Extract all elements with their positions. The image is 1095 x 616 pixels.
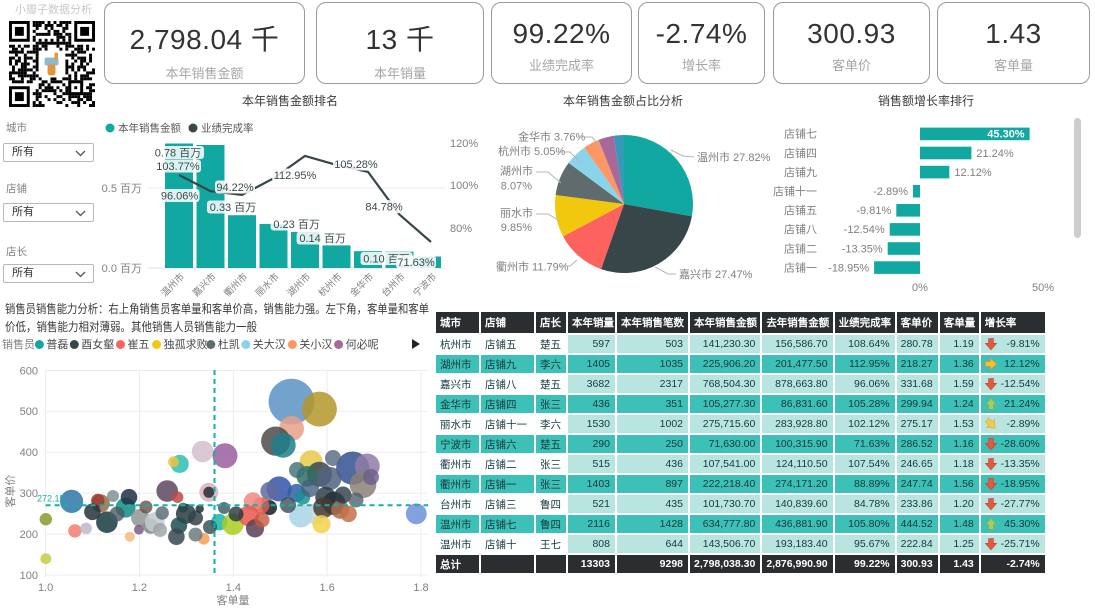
svg-text:300: 300 — [20, 488, 38, 500]
svg-text:105.28%: 105.28% — [334, 159, 378, 171]
svg-text:独孤求败: 独孤求败 — [164, 337, 208, 351]
svg-text:崔五: 崔五 — [128, 337, 150, 351]
svg-text:何必呢: 何必呢 — [346, 338, 379, 351]
svg-text:84.78%: 84.78% — [365, 201, 403, 213]
svg-text:-2.89%: -2.89% — [873, 186, 908, 198]
svg-text:1.0: 1.0 — [38, 582, 53, 594]
svg-text:店铺十一: 店铺十一 — [773, 184, 817, 198]
svg-text:96.06%: 96.06% — [161, 190, 199, 202]
svg-text:-12.54%: -12.54% — [844, 224, 885, 236]
svg-text:销售员: 销售员 — [2, 337, 35, 351]
svg-text:500: 500 — [20, 406, 38, 418]
svg-text:112.95%: 112.95% — [274, 170, 317, 182]
svg-text:店铺五: 店铺五 — [784, 203, 817, 217]
svg-text:店铺八: 店铺八 — [784, 222, 817, 236]
svg-text:103.77%: 103.77% — [156, 161, 200, 173]
svg-text:关小汉: 关小汉 — [299, 337, 332, 351]
svg-text:8.07%: 8.07% — [501, 181, 532, 193]
svg-text:0.78 百万: 0.78 百万 — [155, 147, 201, 159]
svg-text:12.12%: 12.12% — [954, 167, 992, 179]
svg-text:0.14 百万: 0.14 百万 — [299, 233, 345, 245]
svg-text:80%: 80% — [450, 223, 472, 235]
svg-text:0%: 0% — [912, 282, 928, 294]
svg-text:关大汉: 关大汉 — [253, 337, 286, 351]
svg-text:衢州市 11.79%: 衢州市 11.79% — [496, 260, 569, 274]
svg-text:-9.81%: -9.81% — [856, 205, 891, 217]
svg-text:嘉兴市 27.47%: 嘉兴市 27.47% — [679, 267, 753, 281]
svg-text:-13.35%: -13.35% — [842, 243, 883, 255]
svg-text:0.5 百万: 0.5 百万 — [102, 183, 142, 195]
svg-text:71.63%: 71.63% — [397, 257, 435, 269]
svg-text:本年销售金额: 本年销售金额 — [118, 122, 181, 135]
svg-text:0.33 百万: 0.33 百万 — [210, 202, 256, 214]
svg-text:0.23 百万: 0.23 百万 — [273, 219, 319, 231]
svg-text:店铺四: 店铺四 — [784, 146, 817, 160]
svg-text:杭州市 5.05%: 杭州市 5.05% — [498, 144, 565, 158]
svg-text:50%: 50% — [1032, 282, 1054, 294]
svg-text:94.22%: 94.22% — [216, 182, 254, 194]
svg-text:客单量: 客单量 — [217, 593, 250, 607]
svg-text:100%: 100% — [450, 180, 478, 192]
svg-text:1.8: 1.8 — [413, 582, 428, 594]
svg-text:店铺九: 店铺九 — [784, 165, 817, 179]
svg-text:45.30%: 45.30% — [987, 129, 1025, 141]
svg-text:湖州市: 湖州市 — [500, 164, 533, 178]
svg-text:店铺一: 店铺一 — [784, 260, 817, 274]
svg-text:杜凯: 杜凯 — [218, 337, 240, 351]
svg-text:价低，销售能力相对薄弱。其他销售人员销售能力一般: 价低，销售能力相对薄弱。其他销售人员销售能力一般 — [5, 319, 257, 334]
svg-text:客单价: 客单价 — [3, 475, 17, 508]
svg-text:1.4: 1.4 — [226, 582, 241, 594]
svg-text:丽水市: 丽水市 — [500, 206, 533, 220]
svg-text:120%: 120% — [450, 138, 478, 150]
svg-text:店铺二: 店铺二 — [784, 241, 817, 255]
svg-text:100: 100 — [20, 570, 38, 582]
svg-text:0.10 百万: 0.10 百万 — [363, 253, 409, 265]
svg-text:销售员销售能力分析：右上角销售员客单量和客单价高，销售能力强: 销售员销售能力分析：右上角销售员客单量和客单价高，销售能力强。左下角，客单量和客… — [5, 301, 429, 316]
svg-text:400: 400 — [20, 447, 38, 459]
svg-text:0.0 百万: 0.0 百万 — [102, 263, 142, 275]
svg-text:-18.95%: -18.95% — [828, 262, 869, 274]
svg-text:金华市 3.76%: 金华市 3.76% — [518, 130, 585, 144]
svg-text:店铺七: 店铺七 — [784, 127, 817, 141]
svg-text:1.6: 1.6 — [319, 582, 334, 594]
svg-text:温州市 27.82%: 温州市 27.82% — [697, 150, 771, 164]
svg-text:200: 200 — [20, 529, 38, 541]
svg-text:21.24%: 21.24% — [976, 148, 1014, 160]
svg-text:1.2: 1.2 — [132, 582, 147, 594]
svg-text:272.15: 272.15 — [37, 494, 65, 504]
svg-text:酉女壑: 酉女壑 — [81, 337, 114, 351]
svg-text:普磊: 普磊 — [46, 337, 68, 351]
svg-text:600: 600 — [20, 365, 38, 377]
svg-text:9.85%: 9.85% — [501, 222, 532, 234]
svg-text:业绩完成率: 业绩完成率 — [201, 122, 254, 135]
